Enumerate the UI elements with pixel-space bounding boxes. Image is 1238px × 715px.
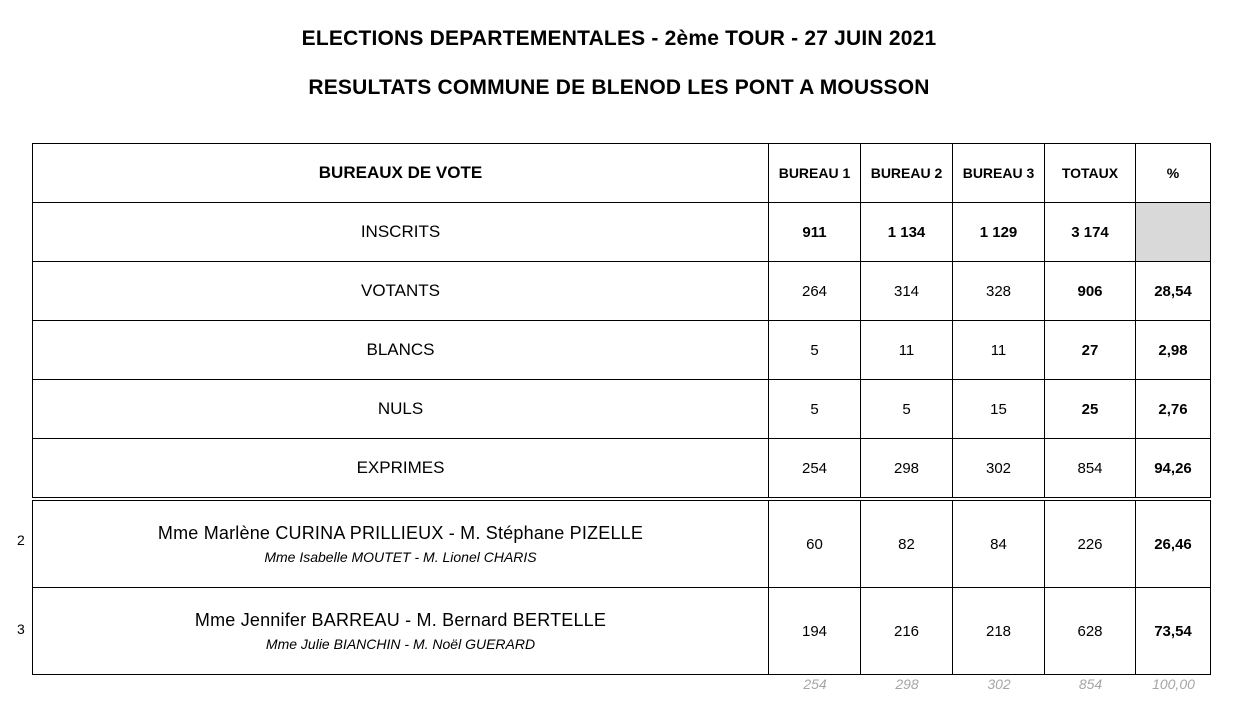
cell-percent: 2,98 — [1135, 320, 1211, 380]
cell-bureau-2: 1 134 — [860, 202, 953, 262]
candidate-number: 3 — [17, 621, 25, 637]
page-title: ELECTIONS DEPARTEMENTALES - 2ème TOUR - … — [301, 27, 937, 50]
cell-total: 25 — [1044, 379, 1136, 439]
check-total-totaux: 854 — [1078, 676, 1103, 692]
row-label: BLANCS — [32, 320, 769, 380]
header-bureaux: BUREAUX DE VOTE — [32, 143, 769, 203]
candidate-number: 2 — [17, 532, 25, 548]
page-subtitle: RESULTATS COMMUNE DE BLENOD LES PONT A M… — [308, 76, 930, 99]
row-label: EXPRIMES — [32, 438, 769, 500]
cell-total: 628 — [1044, 587, 1136, 675]
cell-bureau-3: 15 — [952, 379, 1045, 439]
candidate-titulaires: Mme Jennifer BARREAU - M. Bernard BERTEL… — [194, 610, 607, 630]
row-votants: VOTANTS 264 314 328 906 28,54 — [32, 261, 1211, 321]
results-table: BUREAUX DE VOTE BUREAU 1 BUREAU 2 BUREAU… — [32, 143, 1211, 675]
cell-total: 906 — [1044, 261, 1136, 321]
candidate-names: Mme Jennifer BARREAU - M. Bernard BERTEL… — [32, 587, 769, 675]
check-total-bureau-3: 302 — [987, 676, 1011, 692]
header-row: BUREAUX DE VOTE BUREAU 1 BUREAU 2 BUREAU… — [32, 143, 1211, 203]
cell-bureau-1: 264 — [768, 261, 861, 321]
candidate-remplacants: Mme Julie BIANCHIN - M. Noël GUERARD — [265, 636, 536, 652]
row-label: VOTANTS — [32, 261, 769, 321]
cell-bureau-3: 1 129 — [952, 202, 1045, 262]
row-exprimes: EXPRIMES 254 298 302 854 94,26 — [32, 438, 1211, 500]
cell-bureau-3: 328 — [952, 261, 1045, 321]
row-inscrits: INSCRITS 911 1 134 1 129 3 174 — [32, 202, 1211, 262]
cell-bureau-2: 5 — [860, 379, 953, 439]
cell-bureau-3: 11 — [952, 320, 1045, 380]
cell-bureau-2: 11 — [860, 320, 953, 380]
cell-bureau-3: 302 — [952, 438, 1045, 500]
cell-bureau-1: 194 — [768, 587, 861, 675]
header-bureau-2: BUREAU 2 — [860, 143, 953, 203]
cell-bureau-1: 254 — [768, 438, 861, 500]
row-label: NULS — [32, 379, 769, 439]
header-bureau-3: BUREAU 3 — [952, 143, 1045, 203]
cell-total: 854 — [1044, 438, 1136, 500]
row-blancs: BLANCS 5 11 11 27 2,98 — [32, 320, 1211, 380]
cell-bureau-2: 298 — [860, 438, 953, 500]
row-nuls: NULS 5 5 15 25 2,76 — [32, 379, 1211, 439]
header-percent: % — [1135, 143, 1211, 203]
cell-bureau-1: 60 — [768, 497, 861, 588]
cell-bureau-1: 911 — [768, 202, 861, 262]
cell-percent: 94,26 — [1135, 438, 1211, 500]
cell-percent: 26,46 — [1135, 497, 1211, 588]
candidate-names: Mme Marlène CURINA PRILLIEUX - M. Stépha… — [32, 497, 769, 588]
candidate-titulaires: Mme Marlène CURINA PRILLIEUX - M. Stépha… — [157, 523, 644, 543]
check-total-percent: 100,00 — [1152, 676, 1195, 692]
row-candidate-3: Mme Jennifer BARREAU - M. Bernard BERTEL… — [32, 587, 1211, 675]
cell-total: 226 — [1044, 497, 1136, 588]
header-bureau-1: BUREAU 1 — [768, 143, 861, 203]
cell-bureau-2: 216 — [860, 587, 953, 675]
cell-percent: 2,76 — [1135, 379, 1211, 439]
cell-total: 3 174 — [1044, 202, 1136, 262]
candidate-remplacants: Mme Isabelle MOUTET - M. Lionel CHARIS — [264, 549, 537, 565]
cell-bureau-2: 314 — [860, 261, 953, 321]
header-totaux: TOTAUX — [1044, 143, 1136, 203]
cell-bureau-1: 5 — [768, 320, 861, 380]
row-label: INSCRITS — [32, 202, 769, 262]
cell-total: 27 — [1044, 320, 1136, 380]
row-candidate-2: Mme Marlène CURINA PRILLIEUX - M. Stépha… — [32, 497, 1211, 588]
check-total-bureau-1: 254 — [803, 676, 827, 692]
cell-percent: 28,54 — [1135, 261, 1211, 321]
cell-bureau-1: 5 — [768, 379, 861, 439]
cell-bureau-3: 84 — [952, 497, 1045, 588]
check-total-bureau-2: 298 — [895, 676, 919, 692]
cell-percent: 73,54 — [1135, 587, 1211, 675]
cell-bureau-2: 82 — [860, 497, 953, 588]
cell-bureau-3: 218 — [952, 587, 1045, 675]
cell-percent-empty — [1135, 202, 1211, 262]
